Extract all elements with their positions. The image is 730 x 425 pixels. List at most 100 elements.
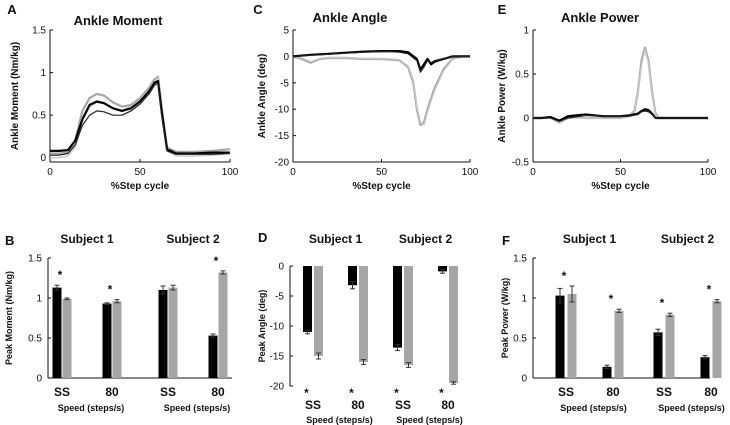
condition-label: SS <box>54 385 70 399</box>
panel-letter: F <box>502 233 510 248</box>
bar-gray <box>168 287 178 378</box>
bar-black <box>52 287 62 378</box>
x-axis-label: Speed (steps/s) <box>658 403 725 413</box>
x-axis-label: Speed (steps/s) <box>560 403 627 413</box>
series-line-s2_black <box>292 50 470 73</box>
condition-label: 80 <box>211 385 225 399</box>
bar-black <box>393 266 402 348</box>
panel-d: D 0 -5 -10 -15 -20 Peak Angle (deg) Subject 1 Sp… <box>257 230 463 425</box>
bar-gray <box>712 301 722 378</box>
bar-black <box>348 266 357 286</box>
series-line-s2_black <box>50 82 231 156</box>
x-tick-label: 100 <box>700 167 717 178</box>
y-axis-label: Ankle Angle (deg) <box>257 54 268 139</box>
subject-label: Subject 2 <box>166 232 220 246</box>
x-axis-label: %Step cycle <box>591 181 650 192</box>
series-line-s2_gray <box>292 55 470 126</box>
chart-title: Ankle Power <box>561 10 639 25</box>
x-tick-label: 50 <box>615 167 627 178</box>
panel-a: A Ankle Moment 0 0.5 1 1.5 0 50 100 %Step cycle An… <box>7 2 238 192</box>
y-tick-label: 0 <box>521 374 527 385</box>
y-tick-label: 0 <box>523 114 529 125</box>
y-axis-label: Ankle Moment (Nm/kg) <box>10 42 21 150</box>
significance-star: * <box>660 296 665 310</box>
condition-label: 80 <box>606 385 620 399</box>
series-line-s1_gray <box>292 55 470 127</box>
x-axis-label: Speed (steps/s) <box>396 415 463 425</box>
y-tick-label: -5 <box>280 78 289 89</box>
x-axis-label: %Step cycle <box>111 181 170 192</box>
significance-star: * <box>609 292 614 306</box>
bar-black <box>303 266 312 332</box>
y-tick-label: 0 <box>278 262 284 273</box>
significance-star: * <box>562 269 567 283</box>
y-tick-label: 1 <box>521 294 527 305</box>
condition-label: 80 <box>351 398 365 412</box>
x-axis-label: Speed (steps/s) <box>164 403 231 413</box>
bar-black <box>158 290 168 378</box>
panel-f: F1.5 1 0.5 0 Peak Power (W/kg) Subject 1 Speed… <box>500 232 725 413</box>
y-tick-label: 1.5 <box>513 254 527 265</box>
y-tick-label: -15 <box>275 131 290 142</box>
panel-letter: B <box>5 233 14 248</box>
y-tick-label: -0.5 <box>512 158 530 169</box>
condition-label: SS <box>305 398 321 412</box>
condition-label: SS <box>395 398 411 412</box>
panel-letter: A <box>7 2 17 17</box>
bar-black <box>555 295 565 378</box>
condition-label: 80 <box>441 398 455 412</box>
significance-star: * <box>707 283 712 297</box>
x-tick-label: 100 <box>222 167 239 178</box>
bar-gray <box>567 294 577 378</box>
y-axis-label: Peak Moment (Nm/kg) <box>4 271 14 365</box>
series-line-s2_black <box>533 110 708 123</box>
y-tick-label: 0 <box>36 374 42 385</box>
x-axis-label: Speed (steps/s) <box>58 403 125 413</box>
bar-gray <box>314 266 323 356</box>
bar-black <box>102 303 112 378</box>
significance-star: * <box>108 283 113 297</box>
bar-gray <box>112 301 122 378</box>
bar-gray <box>218 272 228 378</box>
y-tick-label: 0.5 <box>515 70 529 81</box>
significance-star: * <box>394 386 399 400</box>
y-tick-label: 1 <box>36 294 42 305</box>
subject-label: Subject 2 <box>661 232 715 246</box>
condition-label: SS <box>160 385 176 399</box>
significance-star: * <box>214 254 219 268</box>
subject-label: Subject 1 <box>309 232 363 246</box>
y-tick-label: 1 <box>523 26 529 37</box>
condition-label: 80 <box>704 385 718 399</box>
bar-gray <box>665 314 675 378</box>
x-tick-label: 50 <box>376 167 388 178</box>
significance-star: * <box>349 386 354 400</box>
y-axis-label: Peak Angle (deg) <box>257 290 267 363</box>
subject-label: Subject 2 <box>399 232 453 246</box>
y-tick-label: -15 <box>270 352 285 363</box>
bar-gray <box>359 266 368 362</box>
y-tick-label: 0 <box>40 153 46 164</box>
chart-title: Ankle Angle <box>313 10 388 25</box>
condition-label: 80 <box>105 385 119 399</box>
bar-gray <box>404 266 413 365</box>
bar-black <box>208 335 218 378</box>
y-tick-label: 1 <box>40 68 46 79</box>
panel-letter: D <box>258 230 267 245</box>
x-axis-label: Speed (steps/s) <box>306 415 373 425</box>
panel-letter: E <box>498 2 507 17</box>
y-tick-label: 0.5 <box>28 334 42 345</box>
condition-label: SS <box>656 385 672 399</box>
y-tick-label: -10 <box>275 105 290 116</box>
y-axis-label: Ankle Power (W/kg) <box>497 49 508 142</box>
y-tick-label: -20 <box>275 158 290 169</box>
panel-b: B 1.5 1 0.5 0 Peak Moment (Nm/kg) Subject 1 Spe… <box>4 232 232 413</box>
series-line-s1_black <box>292 49 470 71</box>
y-tick-label: 0.5 <box>513 334 527 345</box>
x-tick-label: 0 <box>47 167 53 178</box>
y-tick-label: 0 <box>283 52 289 63</box>
y-axis-label: Peak Power (W/kg) <box>500 278 510 359</box>
bar-black <box>700 357 710 378</box>
y-tick-label: 1.5 <box>28 254 42 265</box>
